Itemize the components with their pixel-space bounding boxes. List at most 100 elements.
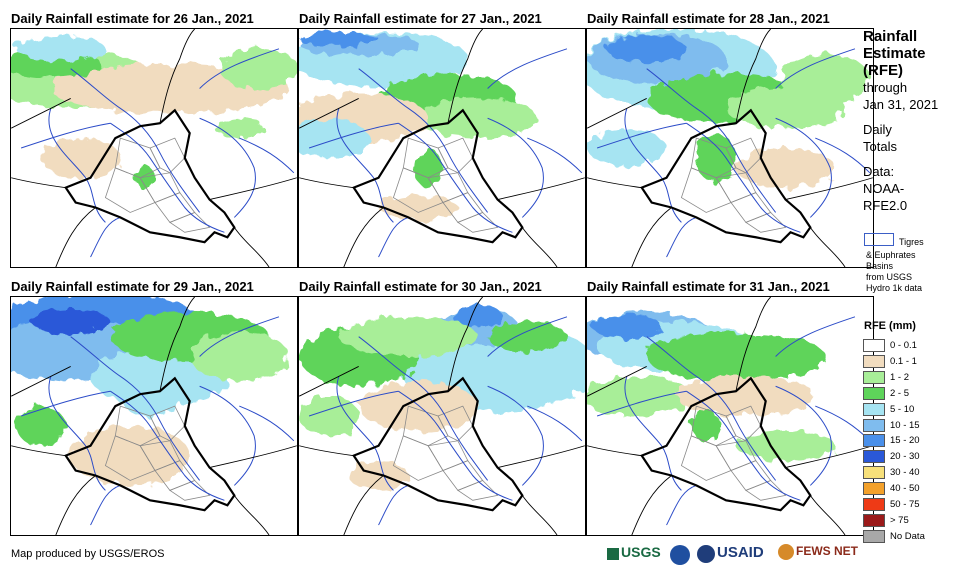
panel-title-1: Daily Rainfall estimate for 26 Jan., 202… xyxy=(11,11,254,26)
sidebar-title: Rainfall Estimate (RFE) through Jan 31, … xyxy=(863,28,938,214)
map-canvas xyxy=(299,297,585,535)
rainfall-area xyxy=(189,331,289,382)
legend-swatch xyxy=(863,498,885,511)
river-basin-line xyxy=(815,137,871,174)
legend-swatch xyxy=(863,402,885,416)
legend-item: > 75 xyxy=(863,513,963,527)
river-basin-line xyxy=(239,405,295,442)
country-border xyxy=(497,445,585,469)
iraq-border xyxy=(64,376,236,512)
rainfall-area xyxy=(299,396,359,436)
legend-label: 0.1 - 1 xyxy=(890,355,917,367)
rainfall-map-6 xyxy=(586,296,874,536)
rainfall-layer xyxy=(587,29,870,188)
country-border xyxy=(735,297,771,392)
legend-item: 1 - 2 xyxy=(863,370,963,384)
rainfall-area xyxy=(16,406,66,446)
river-basin-line xyxy=(775,316,856,357)
legend-title: RFE (mm) xyxy=(864,320,916,332)
river-basin-line xyxy=(686,122,801,233)
rainfall-area xyxy=(299,30,379,47)
basin-line-4: from USGS xyxy=(866,272,913,282)
usgs-icon xyxy=(607,548,619,561)
legend-swatch xyxy=(863,434,885,448)
data-label: Data: xyxy=(863,164,895,179)
province-boundary xyxy=(690,137,737,179)
usgs-logo: USGS xyxy=(607,544,661,561)
rainfall-map-2 xyxy=(298,28,586,268)
river-basin-line xyxy=(378,484,409,526)
legend-swatch xyxy=(863,418,885,432)
river-basin-line xyxy=(199,48,280,89)
legend-swatch xyxy=(863,482,885,496)
rainfall-area xyxy=(414,148,442,188)
iraq-border xyxy=(352,108,524,244)
rainfall-map-5 xyxy=(298,296,586,536)
legend-label: No Data xyxy=(890,530,925,542)
legend-item: 40 - 50 xyxy=(863,482,963,496)
river-basin-line xyxy=(596,122,687,149)
map-canvas xyxy=(587,29,873,267)
map-canvas xyxy=(299,29,585,267)
country-border xyxy=(785,177,873,201)
basin-line-2: & Euphrates xyxy=(866,250,916,260)
legend-label: 2 - 5 xyxy=(890,387,910,399)
river-basin-line xyxy=(199,316,280,357)
river-basin-line xyxy=(70,336,201,481)
rainfall-area xyxy=(587,376,692,416)
country-border xyxy=(587,98,647,129)
iraq-border xyxy=(640,108,812,244)
data-source-1: NOAA- xyxy=(863,181,905,196)
river-basin-line xyxy=(70,68,201,213)
river-basin-line xyxy=(666,484,697,526)
rainfall-map-1 xyxy=(10,28,298,268)
data-source-2: RFE2.0 xyxy=(863,198,908,213)
river-basin-line xyxy=(527,137,583,174)
river-basin-line xyxy=(527,405,583,442)
legend-item: 10 - 15 xyxy=(863,418,963,432)
river-basin-line xyxy=(487,316,568,357)
fewsnet-logo: FEWS NET xyxy=(778,544,858,561)
rainfall-area xyxy=(214,118,265,139)
province-boundary xyxy=(392,167,444,213)
river-basin-line xyxy=(398,390,513,501)
rainfall-layer xyxy=(587,311,836,461)
panel-title-2: Daily Rainfall estimate for 27 Jan., 202… xyxy=(299,11,542,26)
basin-text: & Euphrates Basins from USGS Hydro 1k da… xyxy=(866,250,966,294)
country-border xyxy=(521,227,558,267)
province-boundary xyxy=(104,167,156,213)
map-credit: Map produced by USGS/EROS xyxy=(11,548,165,560)
country-border xyxy=(11,98,71,129)
country-border xyxy=(447,29,483,124)
country-border xyxy=(587,177,642,189)
country-border xyxy=(11,366,71,397)
legend-item: 15 - 20 xyxy=(863,434,963,448)
legend-item: 50 - 75 xyxy=(863,498,963,511)
river-basin-line xyxy=(358,336,489,481)
rainfall-layer xyxy=(11,36,297,190)
country-border xyxy=(809,227,846,267)
through-date: Jan 31, 2021 xyxy=(863,97,939,112)
iraq-border xyxy=(64,108,236,244)
country-border xyxy=(735,29,771,124)
rainfall-area xyxy=(299,118,369,158)
usaid-logo: USAID xyxy=(697,544,764,564)
province-boundary xyxy=(402,137,449,179)
rainfall-area xyxy=(452,304,503,329)
province-boundary xyxy=(149,137,186,174)
country-border xyxy=(521,495,558,535)
rainfall-area xyxy=(592,314,662,339)
rainfall-area xyxy=(348,460,409,491)
river-basin-line xyxy=(358,68,489,213)
river-basin-line xyxy=(110,390,225,501)
country-border xyxy=(587,445,642,457)
rainfall-layer xyxy=(11,297,289,486)
river-basin-line xyxy=(239,137,295,174)
legend-label: 50 - 75 xyxy=(890,499,920,510)
country-border xyxy=(159,29,195,124)
river-basin-line xyxy=(646,336,777,481)
country-border xyxy=(11,177,66,189)
rainfall-area xyxy=(587,130,667,166)
river-basin-line xyxy=(487,117,544,218)
legend-swatch xyxy=(863,450,885,464)
